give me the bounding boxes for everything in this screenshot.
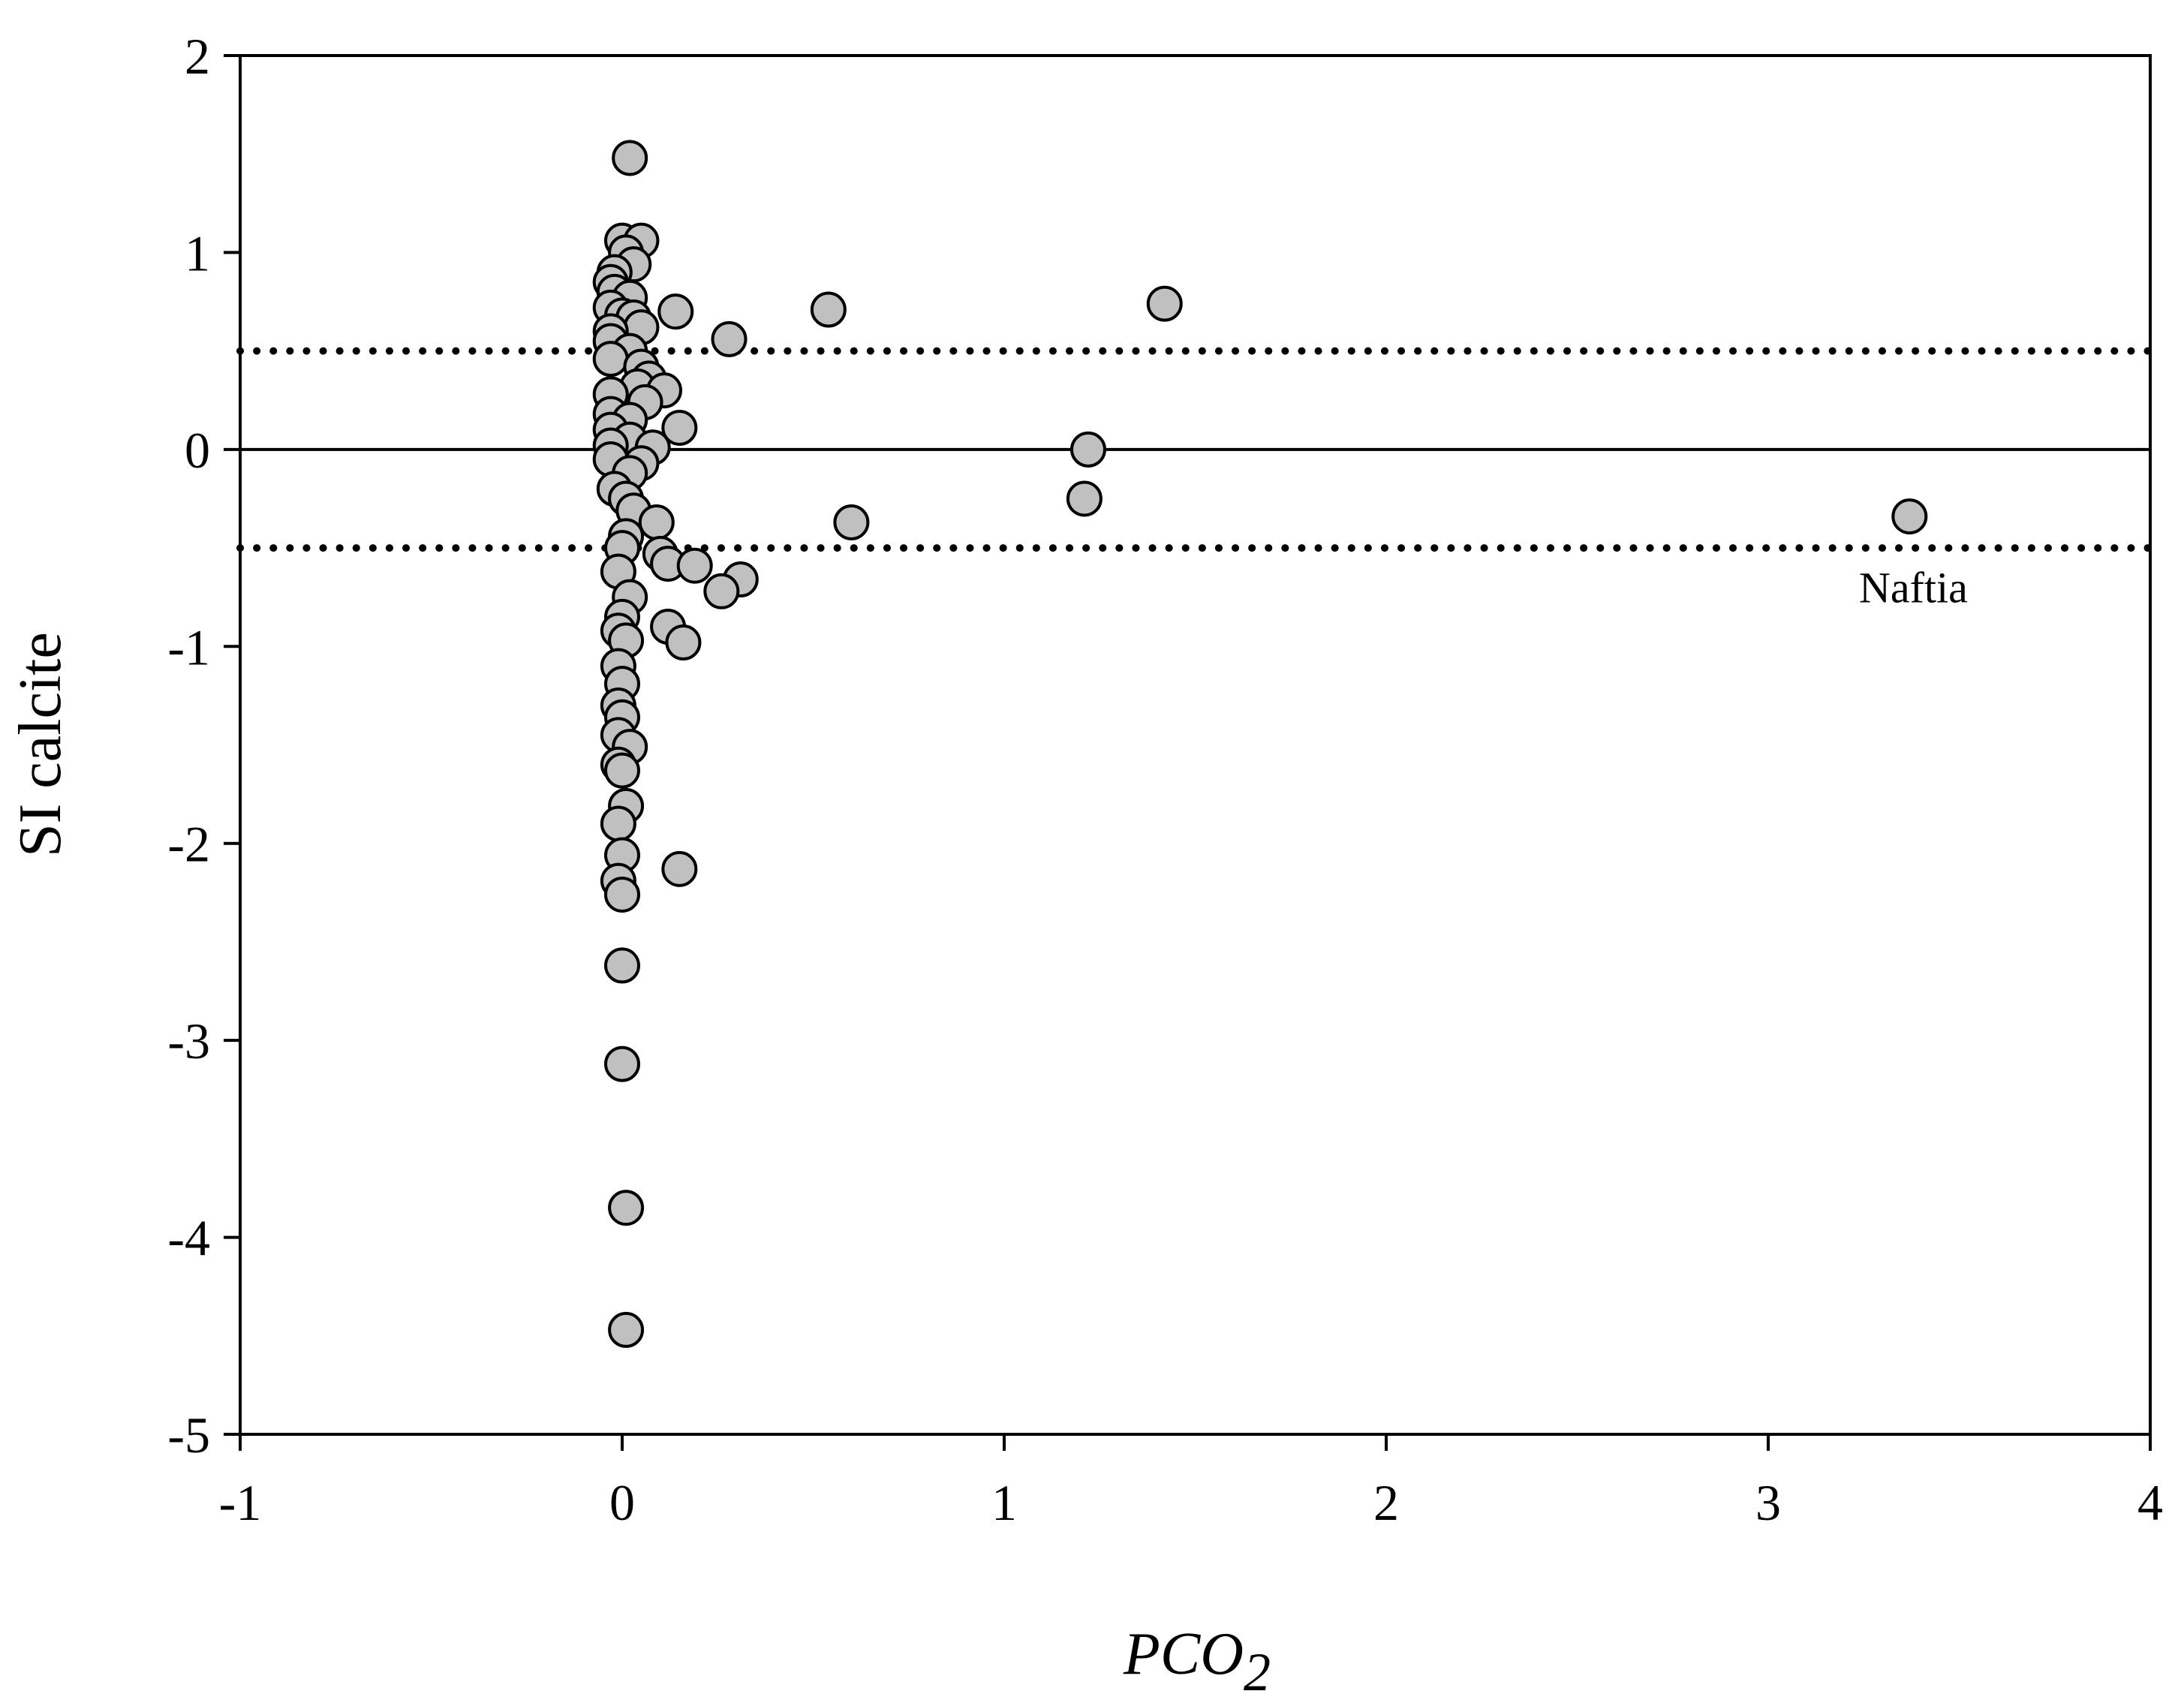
tick-labels: -1 0 1 2 3 4 2 1 0 -1 -2 -3 -4 -5 (167, 28, 2163, 1531)
data-point (604, 1046, 640, 1082)
data-point (604, 752, 640, 789)
x-tick-label: 4 (2137, 1474, 2163, 1531)
data-point (711, 320, 748, 357)
data-point (1069, 431, 1106, 468)
data-point (592, 341, 629, 378)
data-point (1891, 498, 1928, 535)
y-tick-label: -1 (167, 618, 210, 675)
y-tick-label: -4 (167, 1210, 210, 1267)
data-point (665, 624, 702, 661)
y-tick-label: 0 (185, 422, 210, 479)
data-point (1066, 480, 1103, 517)
y-tick-label: 2 (185, 28, 210, 85)
x-tick-label: 1 (991, 1474, 1017, 1531)
data-point (810, 291, 847, 328)
data-points (592, 140, 1928, 1348)
data-point (661, 409, 698, 446)
plot-area-frame (239, 54, 2152, 1436)
data-point (833, 504, 870, 540)
data-point (608, 1311, 645, 1348)
data-point (600, 805, 636, 842)
x-tick-label: 3 (1755, 1474, 1781, 1531)
x-tick-label: 2 (1373, 1474, 1399, 1531)
data-point (703, 573, 740, 609)
x-axis-title-subscript: 2 (1244, 1642, 1271, 1702)
x-tick-label: -1 (219, 1474, 262, 1531)
x-tick-label: 0 (609, 1474, 635, 1531)
reference-lines (236, 347, 2154, 552)
data-point (608, 1190, 645, 1226)
y-tick-label: 1 (185, 224, 210, 281)
data-point (676, 547, 713, 584)
data-point (1146, 285, 1183, 322)
data-point (604, 947, 640, 984)
data-point (661, 850, 698, 887)
y-tick-label: -2 (167, 816, 210, 873)
y-tick-label: -3 (167, 1012, 210, 1070)
data-point (604, 876, 640, 913)
x-axis-title-main: PCO (1123, 1621, 1244, 1687)
annotation-naftia: Naftia (1859, 564, 1968, 612)
data-point (657, 293, 694, 330)
data-point (638, 504, 675, 540)
x-axis-title: PCO2 (1123, 1621, 1271, 1702)
data-point (612, 140, 648, 176)
y-axis-title: SI calcite (8, 632, 74, 857)
axis-ticks (224, 54, 2152, 1451)
y-tick-label: -5 (167, 1407, 210, 1464)
